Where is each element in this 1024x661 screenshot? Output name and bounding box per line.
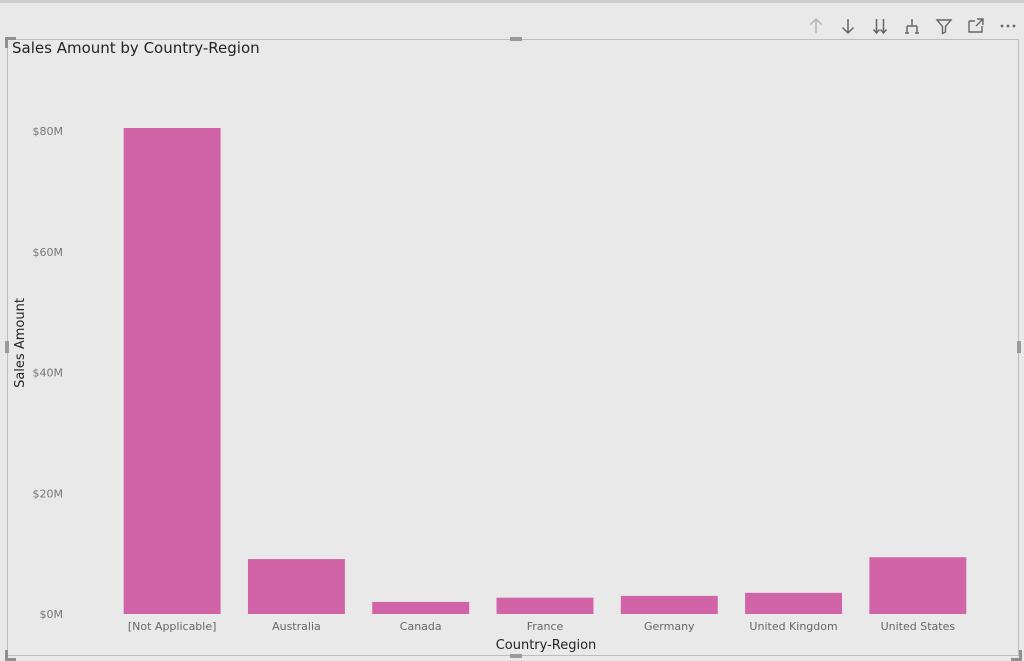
arrow-up-icon[interactable] <box>804 14 828 38</box>
x-tick-label: Germany <box>644 620 695 633</box>
double-arrow-down-icon[interactable] <box>868 14 892 38</box>
x-axis: [Not Applicable] Australia Canada France Ger… <box>128 620 956 633</box>
y-tick-label: $60M <box>33 246 64 259</box>
y-tick-label: $80M <box>33 125 64 138</box>
resize-handle-right[interactable] <box>1017 341 1021 353</box>
bar[interactable] <box>123 127 221 614</box>
arrow-down-icon[interactable] <box>836 14 860 38</box>
resize-handle-bottom-left[interactable] <box>5 650 16 661</box>
bars <box>123 127 967 614</box>
visual-header-toolbar <box>804 12 1020 40</box>
chart-title: Sales Amount by Country-Region <box>12 39 260 57</box>
bar[interactable] <box>620 595 718 614</box>
y-axis-title: Sales Amount <box>13 298 28 388</box>
more-options-icon[interactable] <box>996 14 1020 38</box>
x-tick-label: United Kingdom <box>749 620 837 633</box>
resize-handle-bottom-right[interactable] <box>1011 650 1022 661</box>
x-tick-label: Canada <box>400 620 442 633</box>
y-tick-label: $0M <box>40 608 64 621</box>
y-tick-label: $40M <box>33 367 64 380</box>
bar[interactable] <box>372 601 470 614</box>
top-strip <box>0 0 1024 3</box>
x-axis-title: Country-Region <box>496 638 597 653</box>
resize-handle-top[interactable] <box>510 37 522 41</box>
bar[interactable] <box>745 592 843 614</box>
resize-handle-bottom[interactable] <box>510 654 522 658</box>
x-tick-label: Australia <box>272 620 321 633</box>
focus-mode-icon[interactable] <box>964 14 988 38</box>
bar[interactable] <box>247 559 345 614</box>
x-tick-label: [Not Applicable] <box>128 620 217 633</box>
x-tick-label: United States <box>881 620 956 633</box>
x-tick-label: France <box>527 620 564 633</box>
y-tick-label: $20M <box>33 487 64 500</box>
hierarchy-expand-icon[interactable] <box>900 14 924 38</box>
y-axis: $0M $20M $40M $60M $80M <box>33 125 64 621</box>
resize-handle-top-left[interactable] <box>5 37 16 48</box>
bar[interactable] <box>869 557 967 614</box>
filter-icon[interactable] <box>932 14 956 38</box>
resize-handle-left[interactable] <box>5 341 9 353</box>
bar[interactable] <box>496 597 594 614</box>
